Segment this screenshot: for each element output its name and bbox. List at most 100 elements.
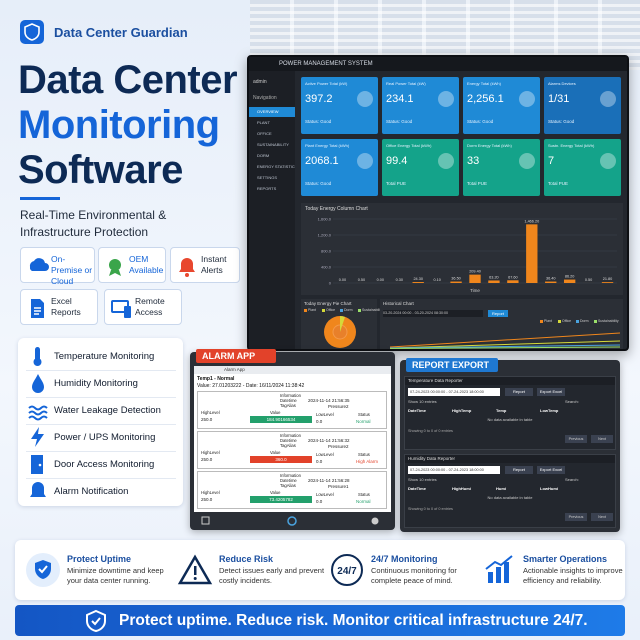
field-label: Datetime <box>280 478 297 483</box>
value-label: 21.80 <box>603 277 613 281</box>
showing: Showing 0 to 0 of 0 entries <box>408 429 453 433</box>
card-value: 33 <box>467 155 480 167</box>
card-label: Alarms Devices <box>548 81 576 86</box>
value-label: 36.50 <box>451 277 461 281</box>
column-chart: 0 400.0 800.0 1,200.0 1,600.0 0.00 0.50 0.00 0.3… <box>318 217 617 293</box>
metric-card: Energy Total (kWh) 2,256.1 Status: Good <box>463 77 540 134</box>
legend-label: Sustainability <box>362 308 383 312</box>
features-card: Temperature Monitoring Humidity Monitorin… <box>18 338 183 506</box>
field-label: HighLevel <box>201 490 220 495</box>
legend-label: Dorm <box>580 319 589 323</box>
badge-icon <box>179 258 195 277</box>
field-label: Status <box>358 412 370 417</box>
benefit-icon <box>177 554 213 585</box>
legend-label: Sustainability <box>598 319 619 323</box>
field-label: HighLevel <box>201 450 220 455</box>
field-label: TagAlias <box>280 443 296 448</box>
card-icon <box>438 91 454 107</box>
report-button[interactable]: Report <box>488 310 508 317</box>
card-icon <box>519 91 535 107</box>
showing: Showing 0 to 0 of 0 entries <box>408 507 453 511</box>
field-label: Value <box>270 450 281 455</box>
record-title: Temp1 - Normal <box>197 376 235 382</box>
menu-item: DORM <box>257 153 270 158</box>
dashboard: POWER MANAGEMENT SYSTEM admin Navigation OV… <box>247 55 629 351</box>
record-high: 250.0 <box>201 457 213 462</box>
subtitle: Real-Time Environmental & Infrastructure… <box>20 208 167 239</box>
card-label: Plant Energy Total (kWh) <box>305 143 350 148</box>
legend-dot <box>576 320 579 323</box>
card-icon <box>600 153 616 169</box>
y-tick-label: 800.0 <box>321 249 332 254</box>
bar <box>507 280 519 283</box>
report-section: Humidity Data Reporter 07-24-2023 00:00:0… <box>404 454 616 528</box>
alarm-subheader: Alarm App <box>194 366 391 374</box>
menu-item: REPORTS <box>257 186 277 191</box>
card-status: Status: Good <box>467 119 494 124</box>
badge: OEM Available <box>98 247 166 283</box>
report-button[interactable]: Export Excel <box>537 466 565 474</box>
show-entries: Show 10 entries <box>408 477 437 482</box>
record-tag: Pressure2 <box>328 444 349 449</box>
metric-card: Alarms Devices 1/31 Status: Good <box>544 77 621 134</box>
legend-label: Office <box>326 308 336 312</box>
column-header: Temp <box>496 408 507 413</box>
value-label: 67.60 <box>508 275 518 279</box>
report-button[interactable]: Report <box>505 388 533 396</box>
alarm-app: ALARM APP Alarm App Temp1 - Normal Value: 2… <box>190 349 395 530</box>
report-button[interactable]: Export Excel <box>537 388 565 396</box>
field-label: TagAlias <box>280 403 296 408</box>
field-label: LowLevel <box>316 492 334 497</box>
y-tick-label: 400.0 <box>321 265 332 270</box>
legend-label: Plant <box>308 308 316 312</box>
column-header: DateTime <box>408 408 426 413</box>
y-tick-label: 0 <box>329 281 332 286</box>
card-value: 397.2 <box>305 93 333 105</box>
feature-label: Humidity Monitoring <box>54 378 138 389</box>
pager-button[interactable]: Previous <box>565 435 587 443</box>
record-time: 2024-11-14 21:56:28 <box>308 478 350 483</box>
divider <box>26 478 176 479</box>
record-low: 0.0 <box>316 419 323 424</box>
pager-button[interactable]: Next <box>591 513 613 521</box>
title-line: Monitoring <box>18 103 220 147</box>
divider <box>26 370 176 371</box>
legend-label: Office <box>562 319 572 323</box>
card-value: 99.4 <box>386 155 408 167</box>
alarm-body: Alarm App Temp1 - Normal Value: 27.0120322… <box>194 366 391 512</box>
bar <box>469 274 481 283</box>
benefit-title: Protect Uptime <box>67 554 132 564</box>
legend-dot <box>594 320 597 323</box>
record-tag: Pressure1 <box>328 484 349 489</box>
benefit-icon <box>26 553 60 587</box>
field-label: TagAlias <box>280 483 296 488</box>
card-label: Energy Total (kWh) <box>467 81 501 86</box>
pie <box>324 316 356 348</box>
legend-dot <box>558 320 561 323</box>
card-status: Status: Good <box>305 119 332 124</box>
record-value: Value: 27.01203222 - Date: 16/11/2024 11… <box>197 383 305 389</box>
alarm-title: ALARM APP <box>196 349 276 363</box>
record-value: 184.90166534 <box>250 416 312 423</box>
column-header: HighTemp <box>452 408 472 413</box>
value-label: 86.20 <box>565 275 575 279</box>
column-chart-panel: Today Energy Column Chart 0 400.0 800.0 1,20… <box>301 203 623 295</box>
record-high: 250.0 <box>201 497 213 502</box>
report-button[interactable]: Report <box>505 466 533 474</box>
card-status: Status: Good <box>305 181 332 186</box>
pager-button[interactable]: Previous <box>565 513 587 521</box>
menu-item: SETTINGS <box>257 175 278 180</box>
metric-card: Sustn. Energy Total (kWh) 7 Total PUE <box>544 139 621 196</box>
x-axis-label: Time <box>470 288 480 293</box>
record-value: 360.0 <box>250 456 312 463</box>
benefit-text: Actionable insights to improve efficienc… <box>523 566 623 585</box>
feature-icon <box>31 455 43 474</box>
badge-icon <box>109 259 121 276</box>
badge: On-Premise or Cloud <box>20 247 95 286</box>
feature-icon <box>32 374 44 393</box>
pager-button[interactable]: Next <box>591 435 613 443</box>
alarm-record: Information Datetime 2024-11-14 21:56:35 Ta… <box>197 391 387 429</box>
record-time: 2024-11-14 21:56:35 <box>308 398 350 403</box>
value-label: 0.50 <box>358 278 365 282</box>
field-label: Value <box>270 490 281 495</box>
